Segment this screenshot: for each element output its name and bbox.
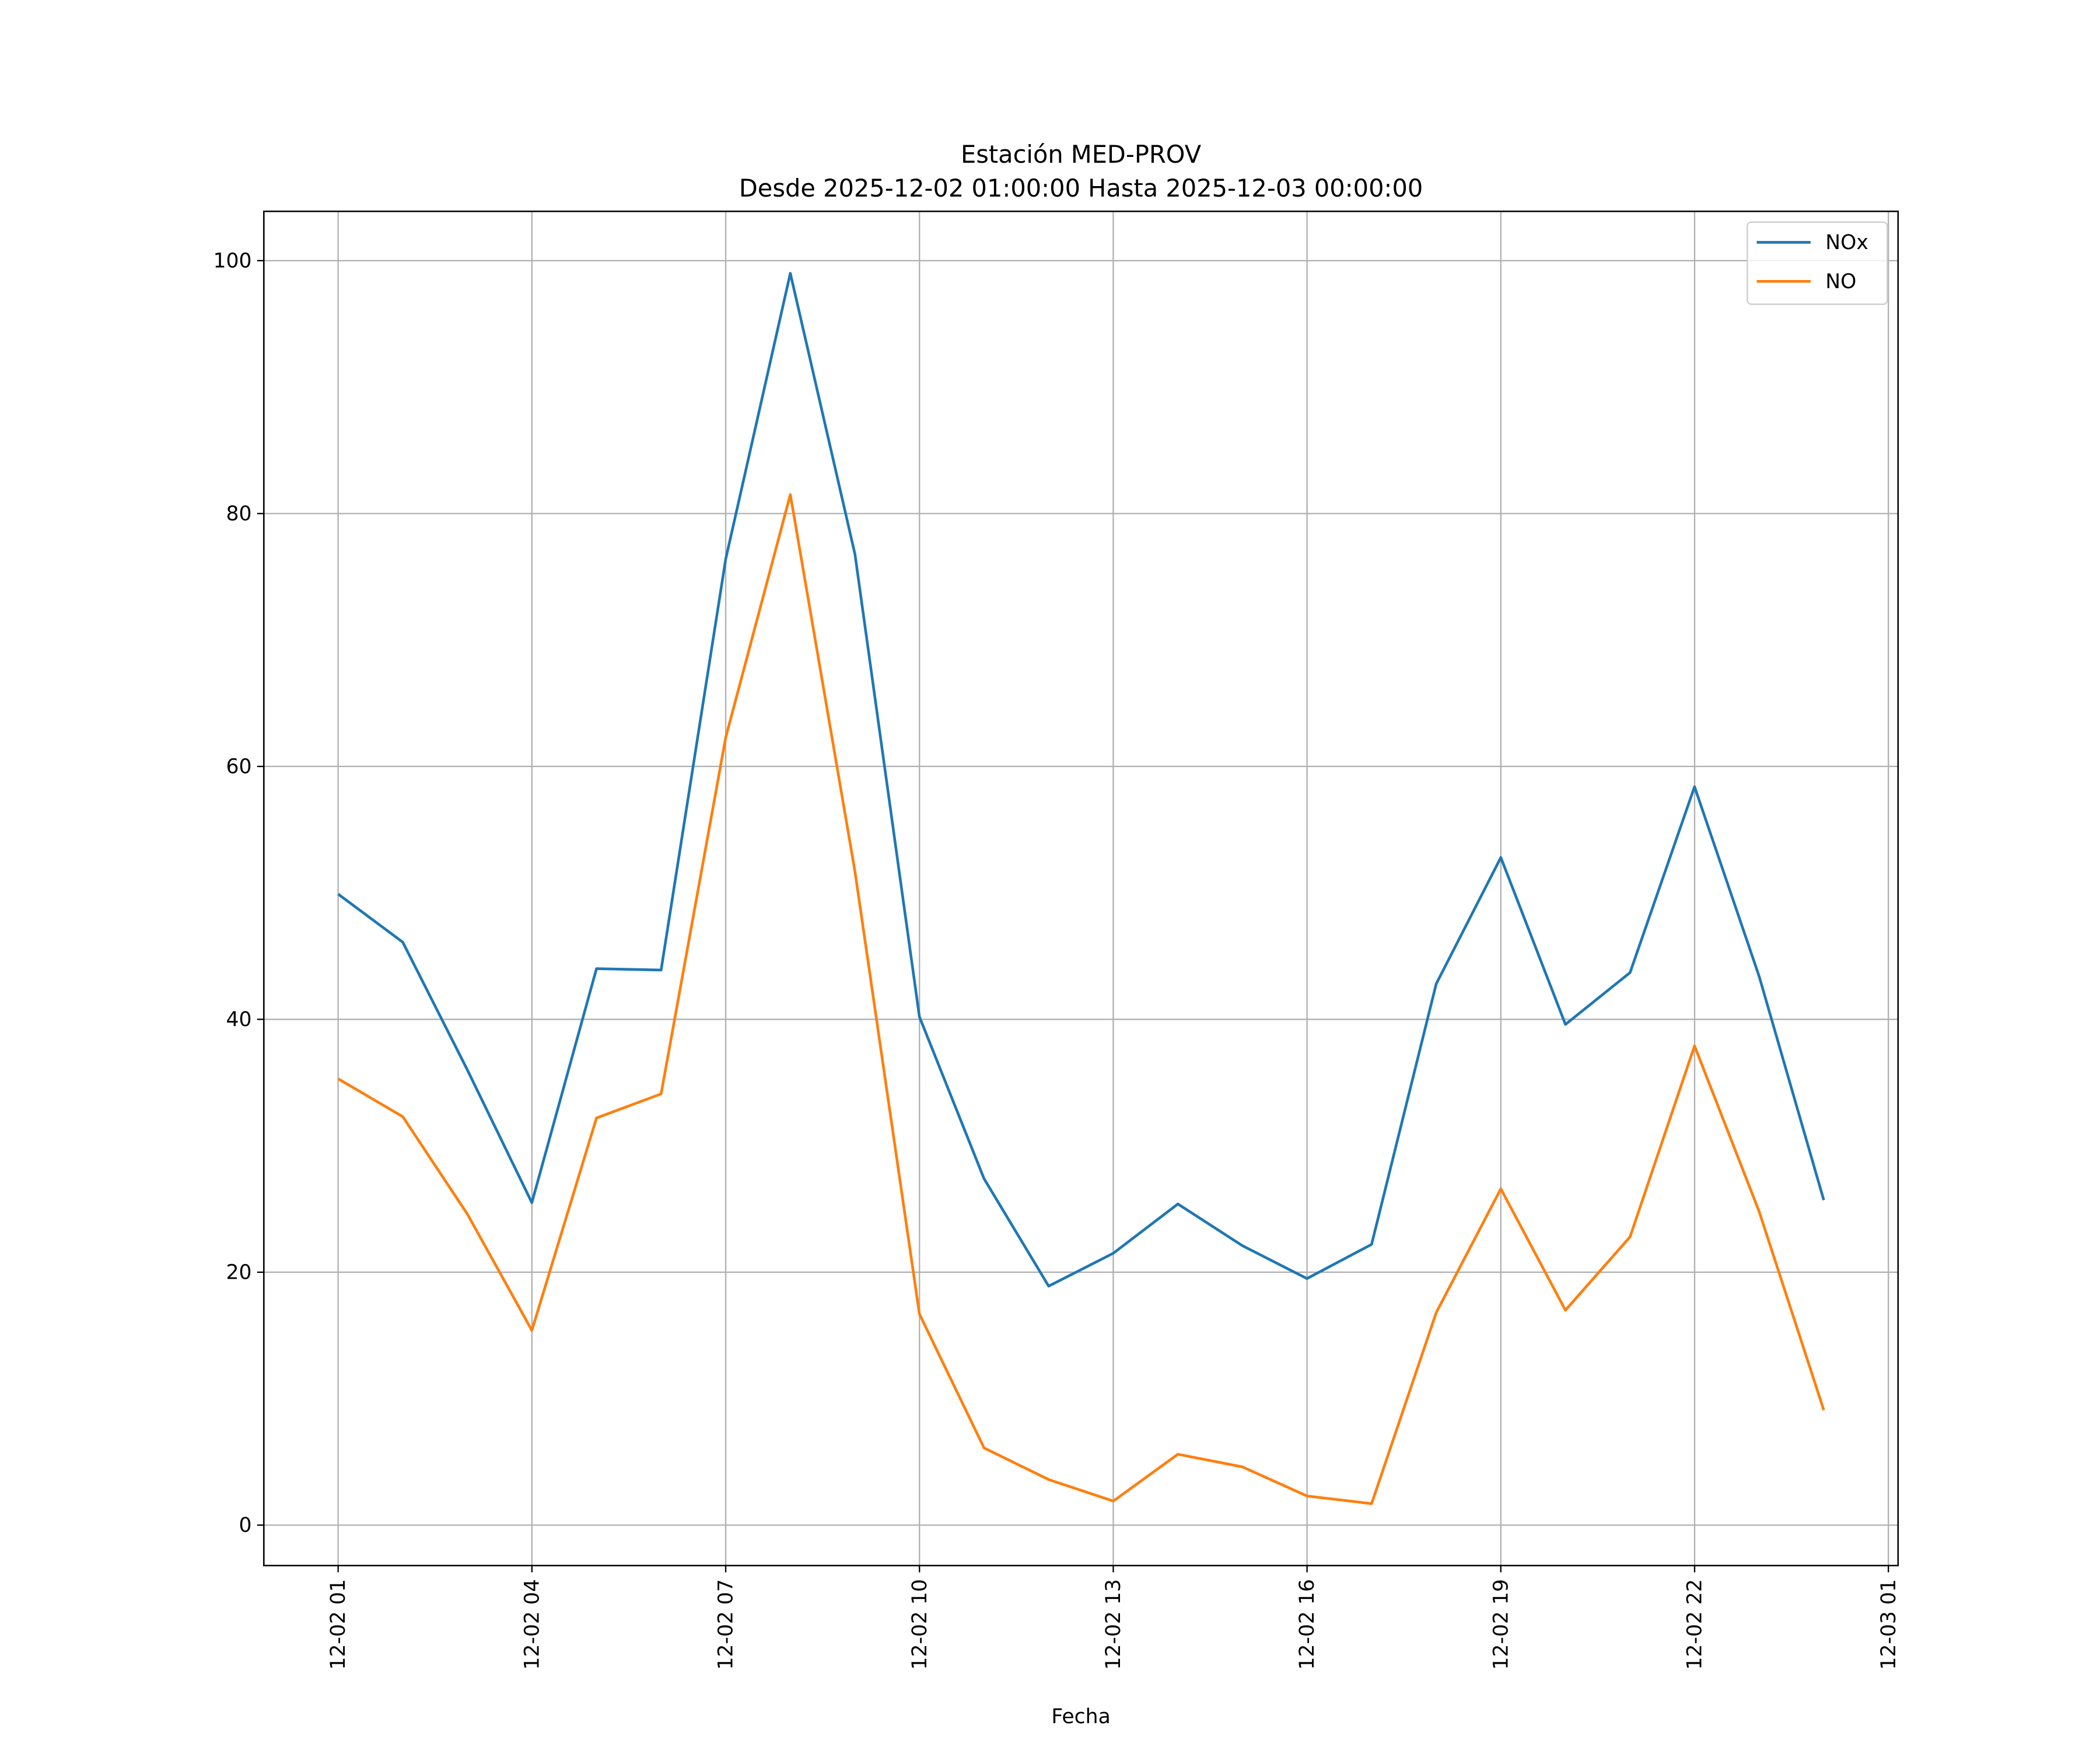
y-tick-label: 40 — [226, 1008, 251, 1031]
y-tick-label: 0 — [239, 1514, 252, 1537]
x-tick-label: 12-02 16 — [1296, 1579, 1319, 1670]
legend-label-no: NO — [1825, 270, 1856, 293]
series-line-nox — [337, 272, 1825, 1288]
y-tick-label: 80 — [226, 502, 251, 526]
series-lines — [337, 272, 1825, 1505]
chart-subtitle: Desde 2025-12-02 01:00:00 Hasta 2025-12-… — [739, 174, 1423, 202]
x-tick-label: 12-02 01 — [327, 1579, 350, 1670]
x-tick-label: 12-02 13 — [1102, 1579, 1125, 1670]
x-ticks: 12-02 01 12-02 04 12-02 07 12-02 10 12-02 13… — [327, 1565, 1901, 1670]
grid — [264, 211, 1898, 1566]
y-ticks: 0 20 40 60 80 100 — [213, 249, 264, 1537]
x-tick-label: 12-02 04 — [520, 1579, 544, 1670]
x-tick-label: 12-02 07 — [715, 1579, 738, 1670]
y-tick-label: 100 — [213, 249, 251, 272]
chart-title: Estación MED-PROV — [961, 140, 1202, 169]
x-tick-label: 12-02 10 — [908, 1579, 932, 1670]
y-tick-label: 60 — [226, 755, 251, 778]
x-tick-label: 12-02 19 — [1489, 1579, 1513, 1670]
series-line-no — [337, 493, 1825, 1505]
x-tick-label: 12-02 22 — [1684, 1579, 1707, 1670]
x-axis-label: Fecha — [1051, 1705, 1110, 1728]
x-tick-label: 12-03 01 — [1877, 1579, 1901, 1670]
axes-frame — [263, 211, 1899, 1567]
legend-label-nox: NOx — [1825, 231, 1868, 254]
y-tick-label: 20 — [226, 1261, 251, 1284]
legend: NOx NO — [1746, 221, 1888, 305]
